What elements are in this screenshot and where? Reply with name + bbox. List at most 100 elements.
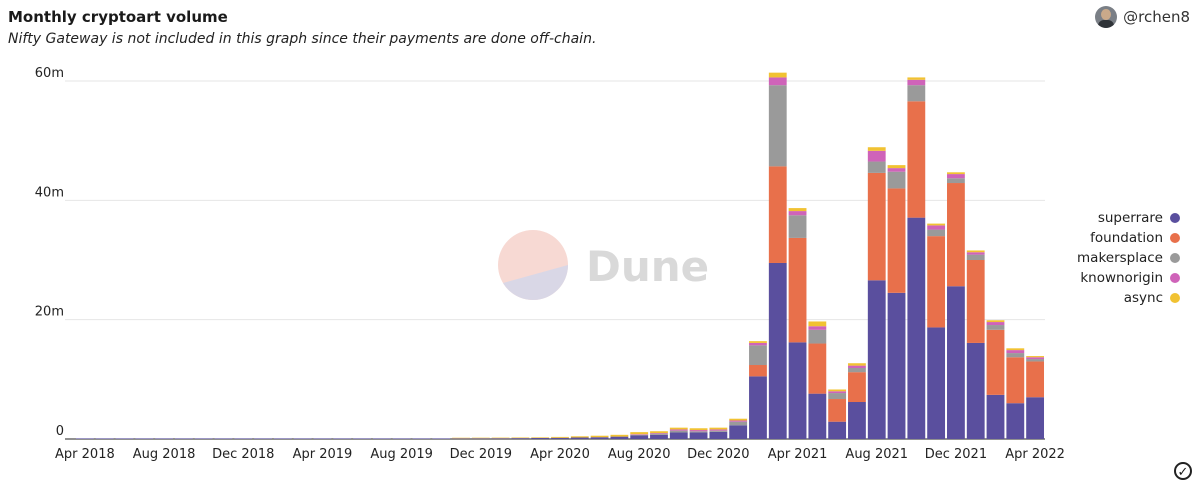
bar-segment-makersplace[interactable] — [828, 393, 847, 400]
bar-segment-knownorigin[interactable] — [788, 211, 807, 216]
bar-segment-knownorigin[interactable] — [729, 420, 748, 422]
bar-segment-superrare[interactable] — [689, 432, 708, 439]
bar-segment-foundation[interactable] — [1026, 361, 1045, 398]
bar-segment-async[interactable] — [511, 437, 530, 439]
bar-segment-superrare[interactable] — [75, 438, 94, 439]
bar-segment-superrare[interactable] — [749, 376, 767, 439]
bar-segment-async[interactable] — [709, 427, 728, 430]
bar-segment-foundation[interactable] — [887, 188, 906, 293]
bar-segment-superrare[interactable] — [650, 434, 668, 439]
bar-segment-knownorigin[interactable] — [867, 150, 886, 162]
bar-segment-superrare[interactable] — [412, 438, 431, 439]
bar-segment-async[interactable] — [848, 363, 866, 366]
bar-segment-superrare[interactable] — [848, 402, 866, 439]
bar-segment-superrare[interactable] — [966, 342, 985, 439]
bar-segment-superrare[interactable] — [491, 438, 510, 439]
bar-segment-superrare[interactable] — [293, 438, 312, 439]
bar-segment-superrare[interactable] — [729, 425, 748, 439]
bar-segment-async[interactable] — [610, 434, 629, 437]
bar-segment-superrare[interactable] — [254, 438, 272, 439]
bar-segment-knownorigin[interactable] — [768, 77, 787, 86]
bar-segment-foundation[interactable] — [966, 260, 985, 343]
bar-segment-makersplace[interactable] — [848, 368, 866, 373]
bar-segment-makersplace[interactable] — [630, 434, 649, 436]
bar-segment-makersplace[interactable] — [887, 171, 906, 189]
bar-segment-makersplace[interactable] — [650, 433, 668, 435]
bar-segment-superrare[interactable] — [531, 437, 550, 439]
bar-segment-knownorigin[interactable] — [669, 429, 688, 431]
bar-segment-knownorigin[interactable] — [749, 342, 767, 346]
bar-segment-async[interactable] — [788, 208, 807, 212]
avatar[interactable] — [1095, 6, 1118, 28]
bar-segment-makersplace[interactable] — [669, 430, 688, 433]
bar-segment-foundation[interactable] — [828, 399, 847, 422]
bar-segment-async[interactable] — [749, 341, 767, 343]
bar-segment-makersplace[interactable] — [1006, 353, 1025, 358]
bar-segment-superrare[interactable] — [392, 438, 411, 439]
bar-segment-makersplace[interactable] — [986, 325, 1005, 330]
bar-segment-knownorigin[interactable] — [927, 225, 946, 230]
bar-segment-superrare[interactable] — [610, 436, 629, 439]
bar-segment-superrare[interactable] — [333, 438, 352, 439]
bar-segment-async[interactable] — [471, 437, 490, 439]
bar-segment-makersplace[interactable] — [1026, 359, 1045, 362]
author-badge[interactable]: @rchen8 — [1095, 6, 1190, 28]
bar-segment-foundation[interactable] — [749, 365, 767, 377]
bar-segment-foundation[interactable] — [788, 237, 807, 343]
bar-segment-async[interactable] — [630, 432, 649, 435]
bar-segment-makersplace[interactable] — [867, 161, 886, 173]
bar-segment-knownorigin[interactable] — [986, 322, 1005, 326]
bar-segment-async[interactable] — [669, 427, 688, 430]
legend-item-superrare[interactable]: superrare — [1077, 208, 1180, 228]
bar-segment-knownorigin[interactable] — [630, 434, 649, 435]
bar-segment-superrare[interactable] — [273, 438, 292, 439]
bar-segment-foundation[interactable] — [808, 343, 827, 394]
bar-segment-knownorigin[interactable] — [947, 174, 965, 179]
bar-segment-superrare[interactable] — [174, 438, 193, 439]
bar-segment-async[interactable] — [966, 250, 985, 253]
bar-segment-knownorigin[interactable] — [709, 429, 728, 431]
author-handle[interactable]: @rchen8 — [1123, 8, 1190, 26]
bar-segment-async[interactable] — [689, 428, 708, 431]
bar-segment-superrare[interactable] — [313, 438, 332, 439]
bar-segment-superrare[interactable] — [471, 438, 490, 439]
bar-segment-superrare[interactable] — [709, 431, 728, 439]
bar-segment-knownorigin[interactable] — [848, 365, 866, 368]
bar-segment-superrare[interactable] — [135, 438, 154, 439]
legend-item-knownorigin[interactable]: knownorigin — [1077, 268, 1180, 288]
bar-segment-foundation[interactable] — [848, 372, 866, 402]
bar-segment-async[interactable] — [887, 165, 906, 169]
bar-segment-async[interactable] — [452, 437, 470, 439]
bar-segment-superrare[interactable] — [1026, 397, 1045, 439]
bar-segment-superrare[interactable] — [353, 438, 371, 439]
bar-segment-knownorigin[interactable] — [828, 391, 847, 394]
bar-segment-foundation[interactable] — [947, 183, 965, 287]
bar-segment-superrare[interactable] — [551, 437, 569, 439]
bar-segment-superrare[interactable] — [234, 438, 253, 439]
bar-segment-superrare[interactable] — [1006, 403, 1025, 439]
bar-segment-async[interactable] — [491, 437, 510, 439]
bar-segment-superrare[interactable] — [887, 292, 906, 439]
legend-item-makersplace[interactable]: makersplace — [1077, 248, 1180, 268]
bar-segment-superrare[interactable] — [986, 394, 1005, 439]
bar-segment-superrare[interactable] — [95, 438, 114, 439]
bar-segment-foundation[interactable] — [867, 172, 886, 281]
bar-segment-knownorigin[interactable] — [1026, 357, 1045, 360]
bar-segment-superrare[interactable] — [907, 217, 926, 439]
bar-segment-knownorigin[interactable] — [689, 430, 708, 432]
bar-segment-superrare[interactable] — [669, 432, 688, 439]
bar-segment-knownorigin[interactable] — [650, 433, 668, 434]
check-circle-icon[interactable]: ✓ — [1174, 462, 1192, 480]
bar-segment-knownorigin[interactable] — [966, 252, 985, 255]
bar-segment-makersplace[interactable] — [729, 421, 748, 426]
bar-segment-async[interactable] — [729, 418, 748, 421]
bar-segment-foundation[interactable] — [768, 166, 787, 263]
bar-segment-foundation[interactable] — [1006, 357, 1025, 404]
bar-segment-makersplace[interactable] — [907, 85, 926, 102]
bar-segment-superrare[interactable] — [590, 437, 609, 439]
bar-segment-foundation[interactable] — [907, 101, 926, 218]
bar-segment-makersplace[interactable] — [689, 431, 708, 433]
bar-segment-superrare[interactable] — [788, 342, 807, 439]
bar-segment-async[interactable] — [907, 77, 926, 80]
bar-segment-async[interactable] — [867, 147, 886, 151]
